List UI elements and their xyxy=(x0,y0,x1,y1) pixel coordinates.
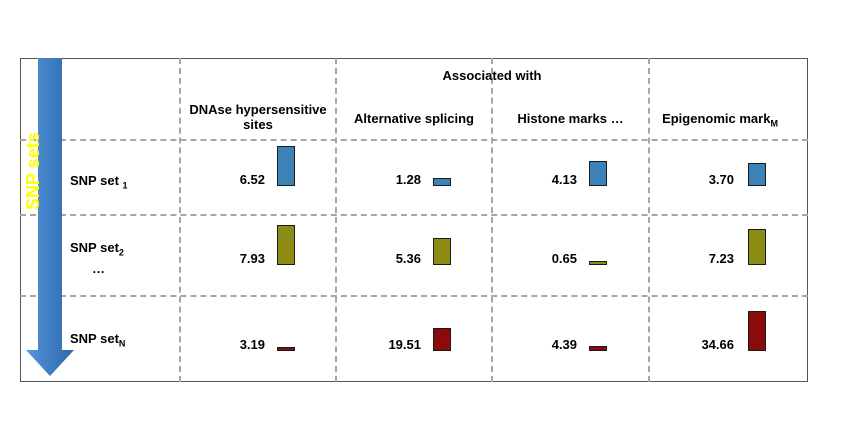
row-label-snp-set-2: SNP set2… xyxy=(70,240,124,276)
bar xyxy=(748,228,766,265)
bar xyxy=(748,163,766,186)
bar xyxy=(589,261,607,265)
bar xyxy=(277,225,295,265)
bar-value-label: 1.28 xyxy=(395,172,421,187)
bar-value-label: 0.65 xyxy=(551,251,577,266)
bar-value-label: 34.66 xyxy=(701,337,734,352)
column-divider xyxy=(179,58,181,382)
bar xyxy=(748,311,766,351)
bar xyxy=(589,345,607,351)
bar-value-label: 19.51 xyxy=(388,337,421,352)
bar-value-label: 7.93 xyxy=(239,251,265,266)
bar-value-label: 3.70 xyxy=(708,172,734,187)
row-label-snp-set-1: SNP set 1 xyxy=(70,173,128,191)
bar-value-label: 7.23 xyxy=(708,251,734,266)
bar-value-label: 5.36 xyxy=(395,251,421,266)
column-divider xyxy=(648,58,650,382)
column-header-histone: Histone marks … xyxy=(517,111,624,126)
associated-with-header: Associated with xyxy=(442,68,542,83)
bar xyxy=(433,178,451,186)
table-frame xyxy=(20,58,808,382)
bar xyxy=(433,237,451,265)
bar-value-label: 6.52 xyxy=(239,172,265,187)
row-label-snp-set-n: SNP setN xyxy=(70,331,126,349)
bar-value-label: 3.19 xyxy=(239,337,265,352)
bar-value-label: 4.13 xyxy=(551,172,577,187)
bar xyxy=(433,328,451,351)
row-divider xyxy=(20,295,808,297)
row-divider xyxy=(20,139,808,141)
bar-value-label: 4.39 xyxy=(551,337,577,352)
column-header-dnase: DNAse hypersensitive sites xyxy=(189,102,327,132)
column-header-splicing: Alternative splicing xyxy=(354,111,474,126)
bar xyxy=(277,146,295,186)
bar xyxy=(277,347,295,351)
column-header-epigenomic: Epigenomic markM xyxy=(662,111,778,129)
column-divider xyxy=(491,58,493,382)
column-divider xyxy=(335,58,337,382)
bar xyxy=(589,160,607,186)
row-divider xyxy=(20,214,808,216)
